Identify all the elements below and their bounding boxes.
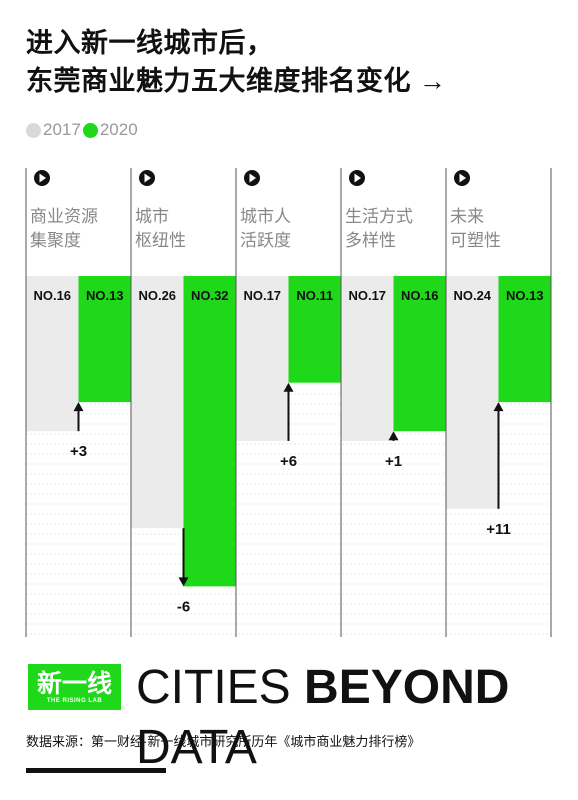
- rank-label-2020-0: NO.13: [86, 288, 124, 303]
- bar-2017-2: [236, 276, 289, 441]
- play-icon-triangle: [354, 173, 361, 183]
- change-arrow-head-0: [73, 402, 84, 412]
- bar-2017-3: [341, 276, 394, 441]
- change-arrow-head-3: [388, 431, 399, 441]
- play-icon-triangle: [144, 173, 151, 183]
- change-label-3: +1: [385, 453, 402, 470]
- rising-lab-logo: 新一线 THE RISING LAB: [28, 664, 121, 710]
- chart-title: 进入新一线城市后， 东莞商业魅力五大维度排名变化 →: [26, 24, 447, 100]
- category-label-2: 城市人: [240, 207, 291, 227]
- logo-subtext: THE RISING LAB: [46, 697, 103, 704]
- category-label-1: 枢纽性: [135, 231, 186, 251]
- category-label-4: 未来: [450, 207, 484, 227]
- play-icon-triangle: [249, 173, 256, 183]
- brand-beyond: BEYOND: [304, 661, 510, 714]
- bar-2017-0: [26, 276, 79, 432]
- legend-item-2020: 2020: [82, 120, 138, 140]
- category-label-3: 生活方式: [345, 207, 413, 227]
- change-arrow-head-2: [283, 382, 294, 392]
- bar-2020-0: [78, 276, 131, 403]
- bar-2020-2: [288, 276, 341, 383]
- rank-label-2020-1: NO.32: [191, 288, 229, 303]
- play-icon-triangle: [39, 173, 46, 183]
- bottom-rule: [26, 768, 166, 773]
- category-label-0: 集聚度: [30, 231, 81, 251]
- rank-label-2017-1: NO.26: [138, 288, 176, 303]
- change-label-1: -6: [177, 598, 190, 615]
- bar-2020-3: [393, 276, 446, 432]
- brand-wordmark: CITIES BEYOND DATA: [136, 658, 578, 778]
- brand-cities: CITIES: [136, 661, 305, 714]
- legend-item-2017: 2017: [26, 120, 81, 140]
- rank-label-2020-4: NO.13: [506, 288, 544, 303]
- bar-2020-4: [498, 276, 551, 403]
- change-label-4: +11: [486, 521, 511, 538]
- legend-swatch-green: [82, 122, 98, 138]
- rank-label-2017-3: NO.17: [348, 288, 386, 303]
- play-icon-triangle: [459, 173, 466, 183]
- bar-2017-4: [446, 276, 499, 509]
- legend: 2017 2020: [26, 120, 140, 140]
- category-label-2: 活跃度: [240, 231, 291, 251]
- data-source-note: 数据来源：第一财经·新一线城市研究所历年《城市商业魅力排行榜》: [26, 734, 421, 749]
- rank-label-2020-3: NO.16: [401, 288, 439, 303]
- rank-label-2017-4: NO.24: [453, 288, 491, 303]
- title-line-1: 进入新一线城市后，: [26, 28, 274, 58]
- rank-label-2017-0: NO.16: [33, 288, 71, 303]
- bar-2017-1: [131, 276, 184, 529]
- legend-label-2020: 2020: [99, 120, 138, 139]
- title-line-2: 东莞商业魅力五大维度排名变化 →: [26, 66, 447, 96]
- change-arrow-head-4: [493, 402, 504, 412]
- category-label-1: 城市: [135, 207, 169, 227]
- rank-label-2017-2: NO.17: [243, 288, 281, 303]
- logo-text: 新一线: [36, 669, 112, 698]
- category-label-3: 多样性: [345, 231, 396, 251]
- bar-2020-1: [183, 276, 236, 587]
- brand-data: DATA: [136, 721, 257, 774]
- change-label-2: +6: [280, 453, 297, 470]
- legend-label-2017: 2017: [43, 120, 81, 139]
- legend-swatch-gray: [26, 122, 41, 138]
- rank-label-2020-2: NO.11: [296, 288, 333, 303]
- change-arrow-head-1: [178, 577, 189, 587]
- category-label-4: 可塑性: [450, 231, 501, 251]
- category-label-0: 商业资源: [30, 207, 98, 227]
- change-label-0: +3: [70, 443, 87, 460]
